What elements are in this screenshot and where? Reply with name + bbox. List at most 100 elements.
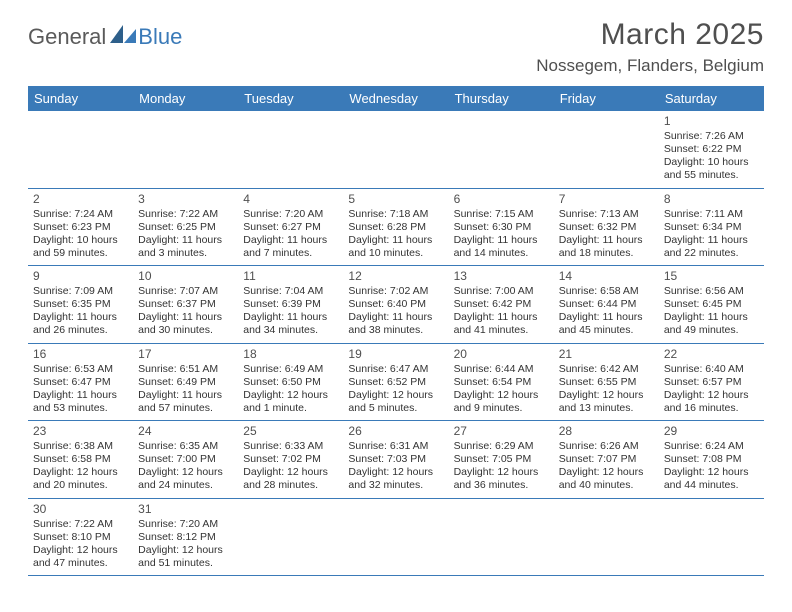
week-row: 2Sunrise: 7:24 AMSunset: 6:23 PMDaylight…	[28, 189, 764, 267]
daylight-text: Daylight: 11 hours and 10 minutes.	[348, 234, 443, 260]
sunrise-text: Sunrise: 7:22 AM	[33, 518, 128, 531]
sunset-text: Sunset: 6:44 PM	[559, 298, 654, 311]
sunrise-text: Sunrise: 6:24 AM	[664, 440, 759, 453]
dow-tuesday: Tuesday	[238, 86, 343, 111]
sunrise-text: Sunrise: 6:33 AM	[243, 440, 338, 453]
sunrise-text: Sunrise: 6:56 AM	[664, 285, 759, 298]
sail-icon	[110, 25, 136, 43]
day-cell: 16Sunrise: 6:53 AMSunset: 6:47 PMDayligh…	[28, 344, 133, 421]
day-cell: 31Sunrise: 7:20 AMSunset: 8:12 PMDayligh…	[133, 499, 238, 576]
sunset-text: Sunset: 6:50 PM	[243, 376, 338, 389]
daylight-text: Daylight: 12 hours and 51 minutes.	[138, 544, 233, 570]
day-number: 8	[664, 192, 759, 207]
sunrise-text: Sunrise: 7:18 AM	[348, 208, 443, 221]
location: Nossegem, Flanders, Belgium	[536, 56, 764, 76]
daylight-text: Daylight: 12 hours and 20 minutes.	[33, 466, 128, 492]
day-number: 18	[243, 347, 338, 362]
day-cell: 2Sunrise: 7:24 AMSunset: 6:23 PMDaylight…	[28, 189, 133, 266]
day-number: 7	[559, 192, 654, 207]
day-cell-empty	[449, 499, 554, 576]
day-cell: 12Sunrise: 7:02 AMSunset: 6:40 PMDayligh…	[343, 266, 448, 343]
sunrise-text: Sunrise: 6:49 AM	[243, 363, 338, 376]
daylight-text: Daylight: 12 hours and 40 minutes.	[559, 466, 654, 492]
day-cell: 17Sunrise: 6:51 AMSunset: 6:49 PMDayligh…	[133, 344, 238, 421]
day-cell: 4Sunrise: 7:20 AMSunset: 6:27 PMDaylight…	[238, 189, 343, 266]
day-cell-empty	[133, 111, 238, 188]
dow-monday: Monday	[133, 86, 238, 111]
day-number: 20	[454, 347, 549, 362]
day-number: 3	[138, 192, 233, 207]
sunrise-text: Sunrise: 6:53 AM	[33, 363, 128, 376]
sunset-text: Sunset: 6:54 PM	[454, 376, 549, 389]
daylight-text: Daylight: 11 hours and 14 minutes.	[454, 234, 549, 260]
day-number: 13	[454, 269, 549, 284]
sunrise-text: Sunrise: 6:51 AM	[138, 363, 233, 376]
sunrise-text: Sunrise: 6:38 AM	[33, 440, 128, 453]
daylight-text: Daylight: 11 hours and 3 minutes.	[138, 234, 233, 260]
sunrise-text: Sunrise: 6:58 AM	[559, 285, 654, 298]
day-number: 2	[33, 192, 128, 207]
daylight-text: Daylight: 12 hours and 47 minutes.	[33, 544, 128, 570]
sunrise-text: Sunrise: 6:31 AM	[348, 440, 443, 453]
sunrise-text: Sunrise: 7:20 AM	[243, 208, 338, 221]
sunset-text: Sunset: 6:35 PM	[33, 298, 128, 311]
day-cell: 18Sunrise: 6:49 AMSunset: 6:50 PMDayligh…	[238, 344, 343, 421]
sunset-text: Sunset: 6:28 PM	[348, 221, 443, 234]
day-cell: 3Sunrise: 7:22 AMSunset: 6:25 PMDaylight…	[133, 189, 238, 266]
week-row: 9Sunrise: 7:09 AMSunset: 6:35 PMDaylight…	[28, 266, 764, 344]
sunset-text: Sunset: 7:00 PM	[138, 453, 233, 466]
sunrise-text: Sunrise: 6:47 AM	[348, 363, 443, 376]
daylight-text: Daylight: 11 hours and 26 minutes.	[33, 311, 128, 337]
day-number: 29	[664, 424, 759, 439]
day-number: 17	[138, 347, 233, 362]
day-number: 14	[559, 269, 654, 284]
day-cell: 25Sunrise: 6:33 AMSunset: 7:02 PMDayligh…	[238, 421, 343, 498]
sunset-text: Sunset: 6:32 PM	[559, 221, 654, 234]
day-cell: 19Sunrise: 6:47 AMSunset: 6:52 PMDayligh…	[343, 344, 448, 421]
day-cell-empty	[659, 499, 764, 576]
daylight-text: Daylight: 10 hours and 59 minutes.	[33, 234, 128, 260]
sunset-text: Sunset: 6:55 PM	[559, 376, 654, 389]
dow-friday: Friday	[554, 86, 659, 111]
header: General Blue March 2025 Nossegem, Flande…	[28, 18, 764, 76]
day-number: 9	[33, 269, 128, 284]
day-cell: 22Sunrise: 6:40 AMSunset: 6:57 PMDayligh…	[659, 344, 764, 421]
daylight-text: Daylight: 11 hours and 22 minutes.	[664, 234, 759, 260]
daylight-text: Daylight: 11 hours and 49 minutes.	[664, 311, 759, 337]
sunset-text: Sunset: 7:02 PM	[243, 453, 338, 466]
day-number: 6	[454, 192, 549, 207]
sunrise-text: Sunrise: 7:26 AM	[664, 130, 759, 143]
daylight-text: Daylight: 12 hours and 5 minutes.	[348, 389, 443, 415]
daylight-text: Daylight: 12 hours and 36 minutes.	[454, 466, 549, 492]
day-cell-empty	[343, 111, 448, 188]
sunrise-text: Sunrise: 6:40 AM	[664, 363, 759, 376]
daylight-text: Daylight: 11 hours and 38 minutes.	[348, 311, 443, 337]
day-number: 5	[348, 192, 443, 207]
sunset-text: Sunset: 8:12 PM	[138, 531, 233, 544]
day-cell-empty	[28, 111, 133, 188]
sunrise-text: Sunrise: 7:24 AM	[33, 208, 128, 221]
day-number: 12	[348, 269, 443, 284]
logo: General Blue	[28, 24, 182, 50]
month-title: March 2025	[536, 18, 764, 52]
week-row: 1Sunrise: 7:26 AMSunset: 6:22 PMDaylight…	[28, 111, 764, 189]
daylight-text: Daylight: 11 hours and 18 minutes.	[559, 234, 654, 260]
logo-text-blue: Blue	[138, 24, 182, 50]
day-cell: 20Sunrise: 6:44 AMSunset: 6:54 PMDayligh…	[449, 344, 554, 421]
day-number: 27	[454, 424, 549, 439]
sunrise-text: Sunrise: 7:13 AM	[559, 208, 654, 221]
logo-text-general: General	[28, 24, 106, 50]
sunset-text: Sunset: 6:39 PM	[243, 298, 338, 311]
sunset-text: Sunset: 6:34 PM	[664, 221, 759, 234]
sunrise-text: Sunrise: 6:42 AM	[559, 363, 654, 376]
day-number: 25	[243, 424, 338, 439]
day-number: 26	[348, 424, 443, 439]
daylight-text: Daylight: 12 hours and 24 minutes.	[138, 466, 233, 492]
sunrise-text: Sunrise: 7:07 AM	[138, 285, 233, 298]
sunset-text: Sunset: 6:22 PM	[664, 143, 759, 156]
day-cell: 14Sunrise: 6:58 AMSunset: 6:44 PMDayligh…	[554, 266, 659, 343]
daylight-text: Daylight: 12 hours and 1 minute.	[243, 389, 338, 415]
daylight-text: Daylight: 11 hours and 41 minutes.	[454, 311, 549, 337]
day-cell-empty	[449, 111, 554, 188]
day-cell-empty	[554, 111, 659, 188]
